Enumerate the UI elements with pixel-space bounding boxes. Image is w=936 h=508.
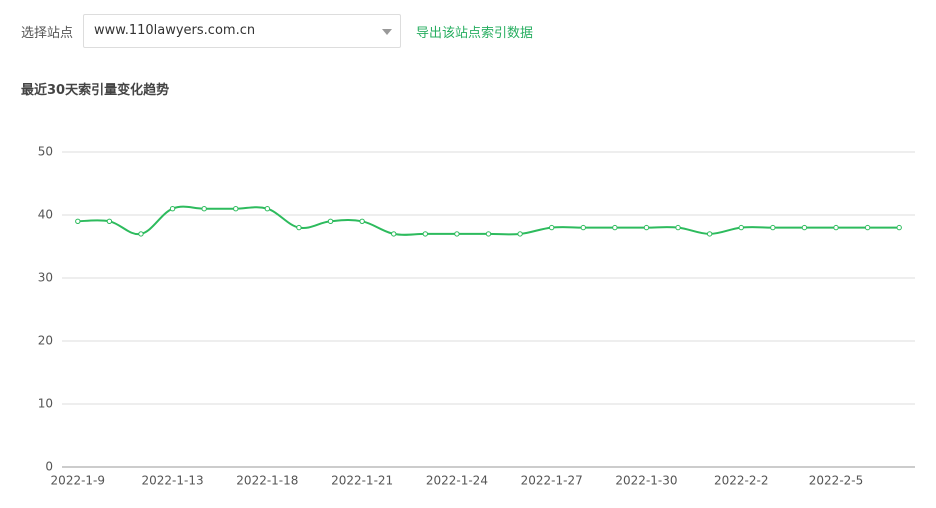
data-point: [327, 218, 334, 225]
y-tick-label: 0: [45, 460, 53, 474]
data-point: [485, 231, 492, 237]
chart-title: 最近30天索引量变化趋势: [21, 83, 170, 98]
x-tick-label: 2022-1-13: [142, 474, 204, 488]
x-tick-label: 2022-1-18: [236, 474, 298, 488]
y-tick-label: 20: [38, 334, 53, 348]
data-point: [675, 224, 681, 231]
data-point: [296, 224, 302, 231]
data-point: [106, 218, 113, 225]
data-point: [548, 224, 555, 231]
data-point: [833, 224, 839, 231]
data-point: [75, 218, 81, 225]
y-tick-label: 30: [38, 271, 53, 285]
data-point: [454, 231, 460, 237]
data-point: [138, 231, 144, 237]
data-point: [896, 224, 902, 231]
data-point: [612, 224, 618, 231]
data-point: [359, 218, 365, 225]
x-tick-label: 2022-1-27: [521, 474, 583, 488]
data-point: [770, 224, 776, 231]
x-tick-label: 2022-1-24: [426, 474, 488, 488]
x-tick-label: 2022-1-9: [51, 474, 105, 488]
site-select[interactable]: www.110lawyers.com.cn: [83, 14, 401, 48]
data-point: [643, 224, 650, 231]
data-point: [422, 231, 429, 237]
site-label: 选择站点: [21, 26, 74, 41]
data-point: [864, 224, 871, 231]
select-value: www.110lawyers.com.cn: [94, 23, 256, 38]
data-point: [706, 231, 713, 237]
y-tick-label: 40: [38, 208, 53, 222]
export-link[interactable]: 导出该站点索引数据: [416, 26, 534, 41]
data-point: [738, 224, 744, 231]
y-tick-label: 10: [38, 397, 53, 411]
x-tick-label: 2022-2-5: [809, 474, 863, 488]
data-point: [391, 231, 397, 237]
data-point: [517, 231, 523, 237]
y-tick-label: 50: [38, 145, 53, 159]
data-point: [201, 206, 207, 212]
data-point: [169, 206, 176, 212]
data-point: [801, 224, 808, 231]
data-point: [233, 206, 239, 212]
series-line: [77, 205, 900, 236]
dropdown-arrow[interactable]: [382, 29, 392, 35]
data-point: [580, 224, 586, 231]
data-point: [264, 206, 271, 212]
x-tick-label: 2022-2-2: [714, 474, 768, 488]
x-tick-label: 2022-1-30: [615, 474, 677, 488]
x-tick-label: 2022-1-21: [331, 474, 393, 488]
